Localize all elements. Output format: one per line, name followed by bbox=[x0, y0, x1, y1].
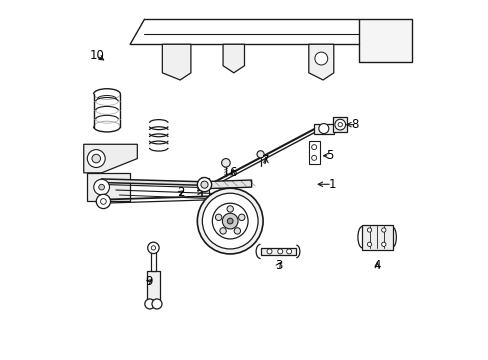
Text: 2: 2 bbox=[177, 186, 184, 199]
Circle shape bbox=[197, 177, 211, 192]
Text: 7: 7 bbox=[262, 154, 269, 167]
Circle shape bbox=[215, 214, 222, 221]
Polygon shape bbox=[358, 19, 411, 62]
Circle shape bbox=[96, 194, 110, 208]
Circle shape bbox=[257, 151, 264, 158]
Circle shape bbox=[286, 249, 291, 254]
Text: 1: 1 bbox=[327, 178, 335, 191]
Circle shape bbox=[381, 228, 385, 232]
Circle shape bbox=[311, 145, 316, 150]
Circle shape bbox=[101, 199, 106, 204]
Circle shape bbox=[314, 52, 327, 65]
Circle shape bbox=[337, 122, 342, 127]
Circle shape bbox=[234, 228, 240, 234]
Polygon shape bbox=[162, 44, 190, 80]
Circle shape bbox=[201, 181, 207, 188]
Polygon shape bbox=[362, 225, 392, 249]
Polygon shape bbox=[308, 141, 319, 164]
Circle shape bbox=[381, 242, 385, 247]
Circle shape bbox=[144, 299, 155, 309]
Polygon shape bbox=[198, 180, 251, 189]
Text: 8: 8 bbox=[351, 118, 358, 131]
Text: 4: 4 bbox=[373, 259, 380, 272]
Circle shape bbox=[318, 123, 328, 134]
Polygon shape bbox=[332, 117, 346, 132]
Circle shape bbox=[197, 188, 263, 254]
Polygon shape bbox=[150, 248, 156, 271]
Circle shape bbox=[151, 246, 155, 250]
Polygon shape bbox=[260, 248, 296, 255]
Polygon shape bbox=[308, 44, 333, 80]
Circle shape bbox=[238, 214, 244, 221]
Text: 9: 9 bbox=[145, 275, 152, 288]
Circle shape bbox=[99, 184, 104, 190]
Circle shape bbox=[277, 249, 282, 254]
Polygon shape bbox=[147, 271, 160, 300]
Circle shape bbox=[202, 193, 258, 249]
Polygon shape bbox=[87, 173, 130, 202]
Circle shape bbox=[266, 249, 271, 254]
Circle shape bbox=[212, 203, 247, 239]
Circle shape bbox=[366, 242, 371, 247]
Polygon shape bbox=[102, 179, 230, 186]
Circle shape bbox=[220, 228, 226, 234]
Circle shape bbox=[221, 158, 230, 167]
Circle shape bbox=[366, 228, 371, 232]
Polygon shape bbox=[223, 44, 244, 73]
Circle shape bbox=[92, 154, 101, 163]
Circle shape bbox=[227, 218, 233, 224]
Text: 6: 6 bbox=[229, 166, 236, 179]
Text: 5: 5 bbox=[325, 149, 332, 162]
Text: 10: 10 bbox=[90, 49, 104, 62]
Circle shape bbox=[226, 206, 233, 212]
Circle shape bbox=[87, 150, 105, 167]
Circle shape bbox=[334, 119, 345, 130]
Circle shape bbox=[147, 242, 159, 253]
Polygon shape bbox=[83, 144, 137, 173]
Circle shape bbox=[152, 299, 162, 309]
Circle shape bbox=[222, 213, 238, 229]
Circle shape bbox=[94, 179, 109, 195]
Text: 3: 3 bbox=[274, 259, 282, 272]
Circle shape bbox=[311, 156, 316, 160]
Polygon shape bbox=[313, 123, 333, 134]
